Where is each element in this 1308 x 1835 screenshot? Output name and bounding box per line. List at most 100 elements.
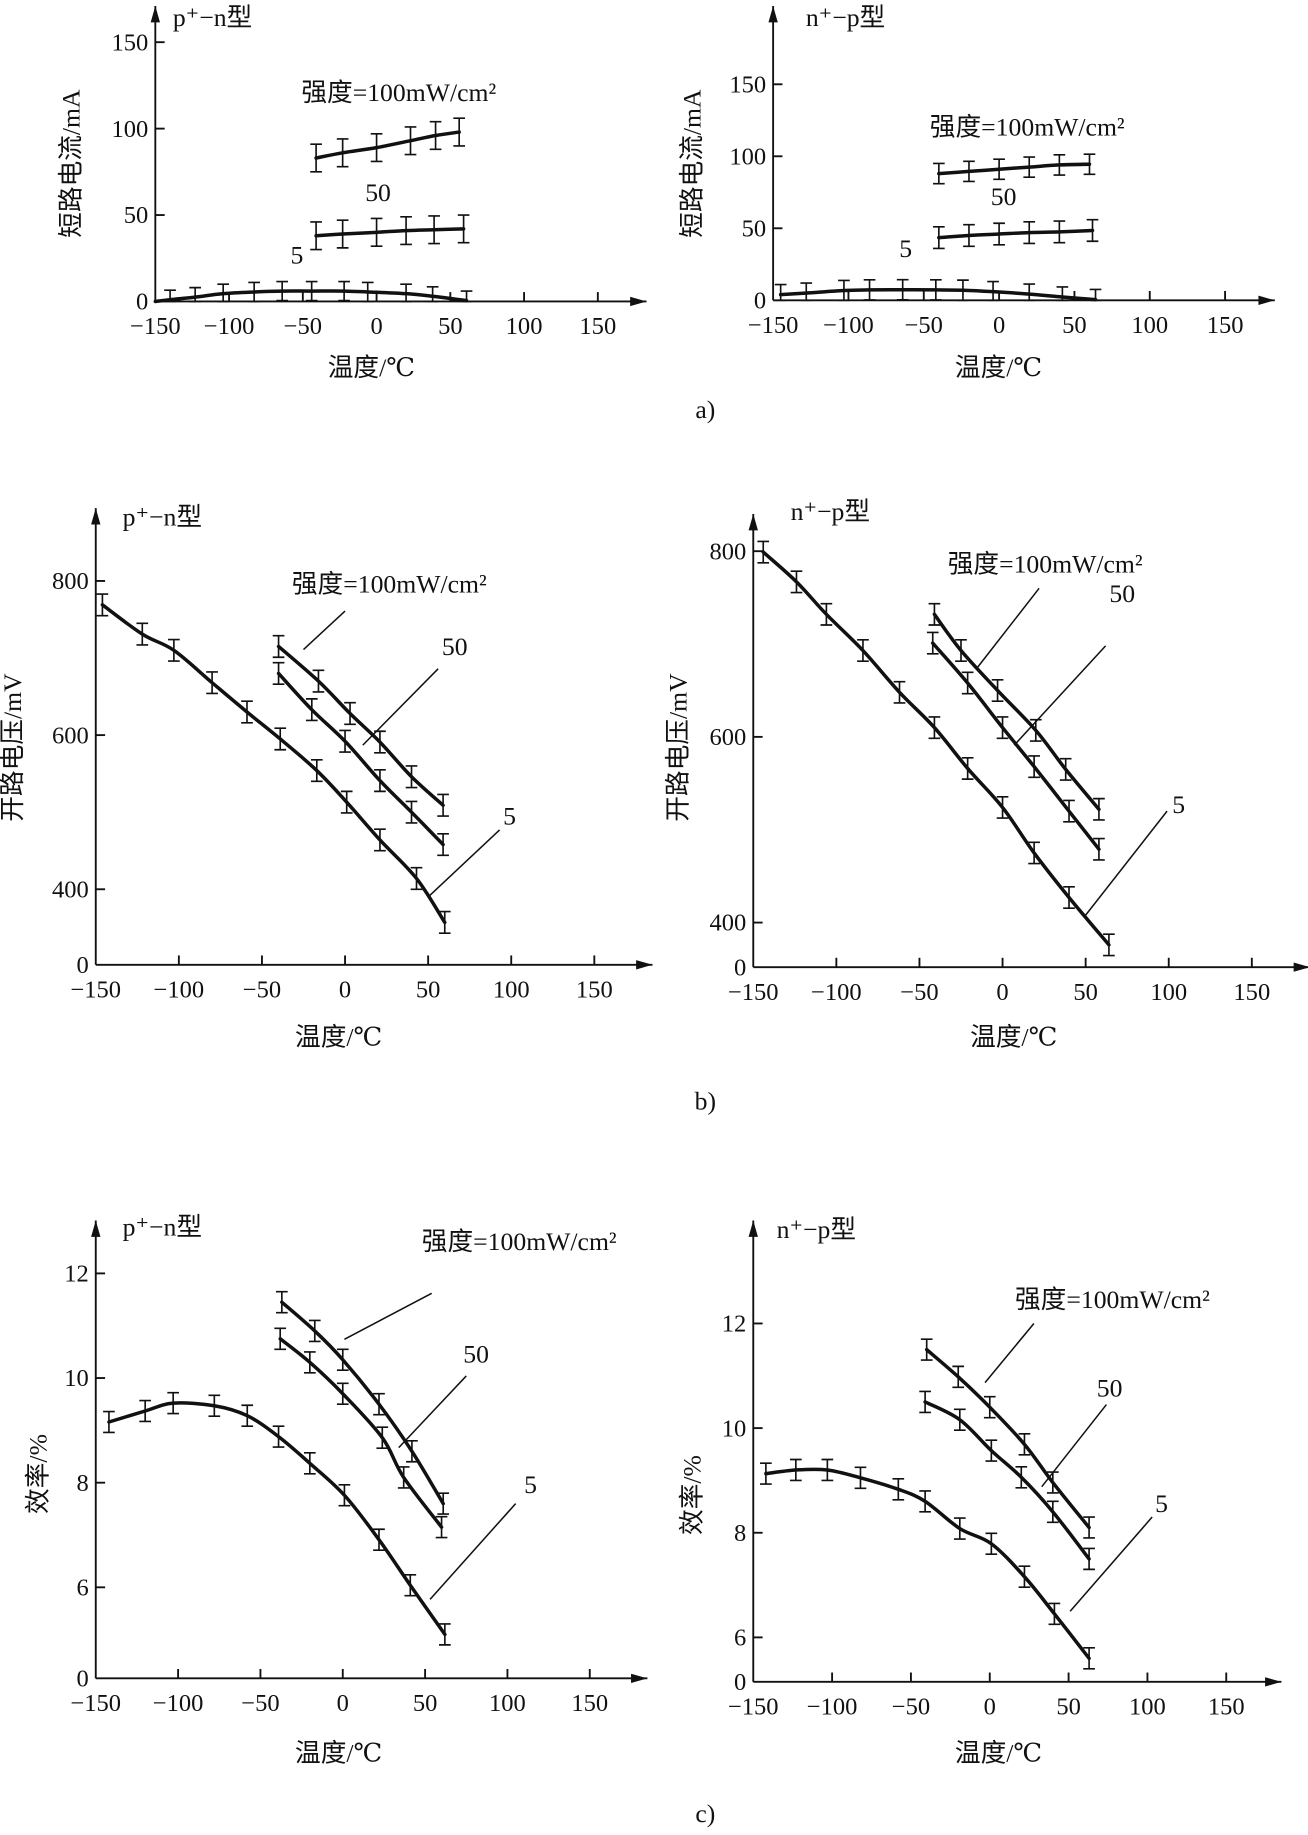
y-axis-arrow-icon — [91, 508, 101, 525]
error-bar — [953, 1517, 966, 1540]
error-bar — [933, 162, 945, 185]
x-tick-label: 50 — [438, 313, 463, 340]
leader-line-50 — [362, 668, 439, 746]
error-bar — [1093, 837, 1105, 861]
error-bar — [376, 1426, 389, 1449]
x-tick-label: −100 — [154, 976, 205, 1003]
error-bar — [1046, 1500, 1059, 1524]
x-tick-label: −100 — [811, 979, 862, 1006]
leader-line-100 — [344, 1292, 433, 1340]
leader-line-100 — [977, 587, 1040, 668]
error-bar — [437, 793, 449, 817]
y-tick-label: 0 — [76, 1666, 88, 1693]
error-bar — [1063, 799, 1075, 823]
y-tick-label: 0 — [734, 1669, 746, 1696]
x-tick-label: −100 — [823, 312, 874, 339]
x-tick-label: −50 — [241, 1690, 279, 1717]
series-line-100 — [924, 1347, 1091, 1530]
x-tick-label: 150 — [576, 976, 613, 1003]
x-tick-label: 150 — [1208, 1694, 1245, 1721]
series-5 — [757, 540, 1115, 957]
error-bar — [961, 756, 974, 780]
error-bar — [453, 117, 466, 147]
x-tick-label: 0 — [337, 1690, 349, 1717]
leader-line-5 — [429, 829, 501, 896]
error-bar — [310, 143, 322, 173]
x-axis-label: 温度/℃ — [955, 353, 1042, 382]
error-bar — [1028, 755, 1040, 779]
y-tick-label: 150 — [729, 71, 766, 98]
y-tick-label: 0 — [734, 954, 746, 981]
series-50 — [919, 1390, 1095, 1571]
error-bar — [303, 1452, 316, 1475]
error-bar — [760, 1462, 772, 1485]
x-tick-label: −150 — [748, 312, 799, 339]
chart-title: n⁺−p型 — [806, 3, 885, 32]
error-bar — [1053, 220, 1066, 244]
y-tick-label: 12 — [722, 1311, 747, 1338]
y-tick-label: 10 — [64, 1365, 89, 1392]
error-bar — [863, 279, 876, 301]
x-tick-label: 0 — [984, 1694, 996, 1721]
error-bar — [241, 700, 253, 724]
error-bar — [405, 800, 418, 824]
error-bar — [336, 138, 349, 168]
x-axis-arrow-icon — [1258, 295, 1275, 305]
error-bar — [435, 1515, 448, 1539]
series-line-100 — [276, 644, 445, 807]
x-tick-label: 50 — [1062, 312, 1087, 339]
error-bar — [437, 1492, 450, 1515]
series-line-5 — [100, 603, 447, 925]
annotation-intensity-100: 强度=100mW/cm² — [930, 112, 1125, 141]
error-bar — [1063, 886, 1075, 909]
chart-title: p⁺−n型 — [173, 3, 252, 32]
error-bar — [985, 1532, 998, 1556]
error-bar — [919, 1490, 931, 1513]
error-bar — [919, 1390, 931, 1414]
error-bar — [336, 1382, 349, 1406]
y-tick-label: 8 — [734, 1520, 746, 1547]
error-bar — [1083, 1516, 1095, 1539]
x-axis-arrow-icon — [1265, 1677, 1282, 1687]
chart-title: p⁺−n型 — [123, 503, 202, 532]
y-tick-label: 0 — [136, 289, 148, 316]
x-tick-label: −100 — [153, 1690, 204, 1717]
error-bar — [338, 1483, 351, 1507]
annotation-intensity-50: 50 — [991, 182, 1017, 211]
error-bar — [1083, 1547, 1095, 1571]
x-tick-label: −50 — [284, 313, 322, 340]
error-bar — [929, 279, 942, 301]
x-tick-label: 150 — [1207, 312, 1244, 339]
series-line-50 — [923, 1400, 1091, 1561]
error-bar — [96, 593, 109, 617]
error-bar — [790, 570, 803, 594]
error-bar — [404, 1573, 417, 1597]
series-line-50 — [937, 228, 1095, 240]
x-tick-label: −100 — [204, 313, 255, 340]
leader-line-5 — [1069, 1516, 1153, 1612]
error-bar — [1048, 1602, 1061, 1626]
error-bar — [1059, 757, 1072, 781]
error-bar — [993, 222, 1005, 246]
x-axis-label: 温度/℃ — [295, 1738, 382, 1767]
error-bar — [274, 1327, 287, 1351]
annotation-intensity-100: 强度=100mW/cm² — [301, 78, 496, 107]
series-line-5 — [153, 289, 469, 304]
error-bar — [892, 1478, 905, 1501]
error-bar — [400, 215, 412, 246]
error-bar — [310, 758, 323, 783]
x-tick-label: −100 — [807, 1694, 858, 1721]
y-axis-arrow-icon — [748, 514, 758, 531]
error-bar — [800, 282, 813, 302]
error-bar — [426, 285, 439, 303]
y-tick-label: 600 — [709, 724, 746, 751]
error-bar — [136, 622, 149, 646]
leader-line-50 — [1041, 1404, 1108, 1488]
x-tick-label: −150 — [728, 979, 779, 1006]
y-axis-label: 效率/% — [678, 1455, 707, 1535]
series-50 — [272, 661, 449, 857]
leader-line-5 — [1085, 810, 1168, 916]
y-tick-label: 0 — [76, 952, 88, 979]
